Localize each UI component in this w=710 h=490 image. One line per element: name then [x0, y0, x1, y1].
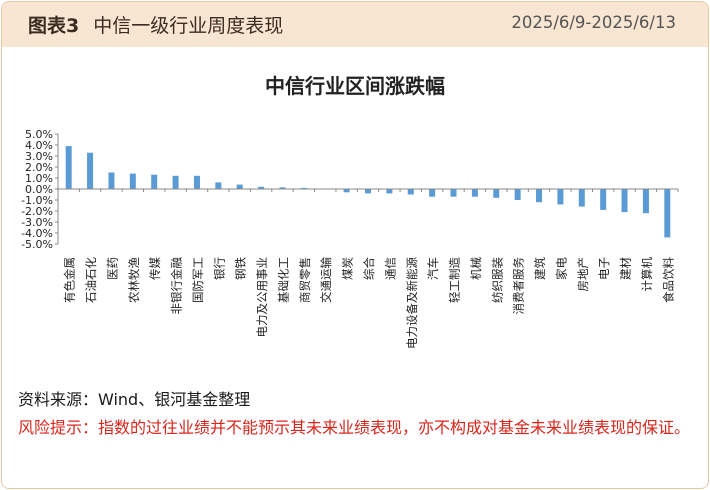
category-label: 有色金属	[63, 257, 77, 303]
category-label: 石油石化	[84, 257, 98, 303]
category-label: 机械	[469, 257, 483, 280]
bar	[600, 189, 607, 210]
category-label: 建筑	[533, 257, 547, 280]
bar	[664, 189, 671, 238]
category-label: 建材	[619, 257, 633, 280]
category-labels: 有色金属 石油石化 医药 农林牧渔 传媒 非银行金融 国防军工 银行 钢铁 电力及公用事业 基础化工…	[63, 257, 676, 349]
bar	[258, 186, 265, 189]
y-axis: 5.0%4.0%3.0%2.0%1.0%0.0%-1.0%-2.0%-3.0%-…	[21, 128, 59, 251]
category-label: 电子	[597, 257, 611, 280]
category-label: 农林牧渔	[127, 257, 141, 303]
category-label: 食品饮料	[661, 257, 675, 303]
bar	[578, 189, 585, 207]
bar	[471, 189, 478, 197]
category-label: 煤炭	[341, 257, 355, 280]
y-tick-label: 3.0%	[25, 150, 53, 163]
category-label: 医药	[105, 257, 119, 280]
category-label: 钢铁	[234, 257, 248, 280]
bar	[429, 189, 436, 197]
bar	[215, 182, 222, 189]
category-label: 传媒	[148, 257, 162, 280]
figure-header: 图表3 中信一级行业周度表现 2025/6/9-2025/6/13	[2, 2, 708, 47]
category-label: 银行	[212, 257, 226, 280]
figure-title: 图表3 中信一级行业周度表现	[28, 11, 283, 38]
category-label: 轻工制造	[448, 257, 462, 303]
figure-title-text: 中信一级行业周度表现	[93, 15, 284, 37]
bar	[514, 189, 521, 200]
y-tick-label: -4.0%	[21, 227, 53, 240]
category-label: 纺织服装	[490, 257, 504, 303]
category-label: 综合	[362, 257, 376, 280]
category-label: 商贸零售	[298, 257, 312, 303]
bar-chart: 中信行业区间涨跌幅 5.0%4.0%3.0%2.0%1.0%0.0%-1.0%-…	[21, 74, 679, 349]
risk-disclaimer: 风险提示：指数的过往业绩并不能预示其未来业绩表现，亦不构成对基金未来业绩表现的保…	[18, 418, 691, 437]
y-tick-label: 2.0%	[25, 161, 53, 174]
category-label: 通信	[383, 257, 397, 280]
bar	[450, 189, 457, 197]
bar	[172, 175, 179, 189]
bar	[621, 189, 628, 213]
y-tick-label: -2.0%	[21, 205, 53, 218]
category-label: 房地产	[576, 257, 590, 292]
category-label: 计算机	[640, 257, 654, 292]
figure-tag: 图表3	[28, 15, 80, 37]
bar	[108, 172, 115, 189]
bar	[87, 152, 94, 189]
category-label: 消费者服务	[512, 257, 526, 315]
y-tick-label: 0.0%	[25, 183, 53, 196]
y-tick-label: -3.0%	[21, 216, 53, 229]
bar	[300, 187, 307, 189]
bar	[642, 189, 649, 214]
date-range: 2025/6/9-2025/6/13	[511, 13, 676, 32]
bar	[365, 189, 371, 194]
bar	[279, 187, 286, 189]
bar	[65, 146, 72, 189]
category-label: 基础化工	[276, 257, 290, 303]
source-note: 资料来源：Wind、银河基金整理	[18, 390, 251, 409]
category-label: 家电	[554, 257, 568, 280]
y-tick-label: -1.0%	[21, 194, 53, 207]
bar	[536, 189, 543, 203]
chart-title: 中信行业区间涨跌幅	[265, 74, 445, 98]
y-tick-label: 4.0%	[25, 139, 53, 152]
category-label: 电力设备及新能源	[405, 257, 419, 349]
bar	[151, 174, 158, 189]
bar	[407, 189, 414, 195]
category-label: 汽车	[426, 257, 440, 280]
y-tick-label: -5.0%	[21, 238, 53, 251]
bar	[129, 173, 136, 189]
bar	[236, 184, 243, 189]
category-label: 国防军工	[191, 257, 205, 303]
bar	[193, 175, 200, 189]
bar	[343, 189, 350, 193]
category-label: 非银行金融	[170, 257, 184, 315]
x-axis	[57, 188, 679, 192]
y-tick-label: 1.0%	[25, 172, 53, 185]
bars	[65, 146, 671, 238]
category-label: 交通运输	[319, 257, 333, 303]
y-tick-label: 5.0%	[25, 128, 53, 141]
bar	[386, 189, 393, 194]
bar	[493, 189, 500, 198]
bar	[557, 189, 564, 205]
category-label: 电力及公用事业	[255, 257, 269, 338]
